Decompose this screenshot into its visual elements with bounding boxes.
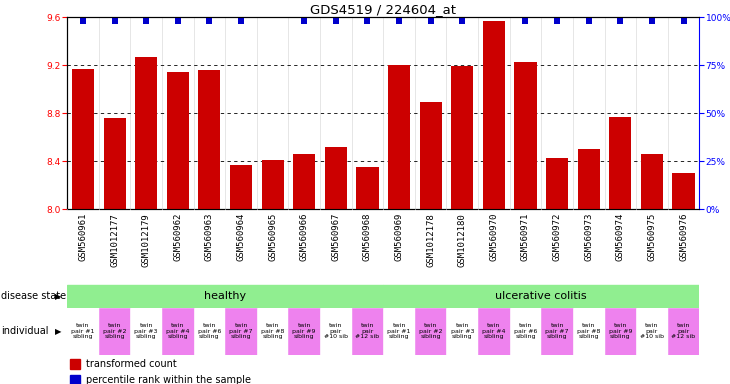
Bar	[478, 308, 510, 355]
Text: twin
pair #2
sibling: twin pair #2 sibling	[419, 323, 442, 339]
FancyBboxPatch shape	[383, 285, 699, 307]
Text: twin
pair #4
sibling: twin pair #4 sibling	[166, 323, 190, 339]
Bar	[420, 103, 442, 209]
Bar	[451, 66, 473, 209]
Text: twin
pair
#10 sib: twin pair #10 sib	[640, 323, 664, 339]
Bar	[199, 70, 220, 209]
Text: GSM560967: GSM560967	[331, 213, 340, 262]
Text: twin
pair #2
sibling: twin pair #2 sibling	[103, 323, 126, 339]
Text: twin
pair #7
sibling: twin pair #7 sibling	[545, 323, 569, 339]
Bar	[447, 308, 478, 355]
Bar	[325, 147, 347, 209]
Text: GSM560961: GSM560961	[78, 213, 88, 262]
Text: twin
pair #9
sibling: twin pair #9 sibling	[293, 323, 316, 339]
Bar	[230, 165, 252, 209]
Text: GSM560964: GSM560964	[237, 213, 245, 262]
Bar	[67, 308, 99, 355]
Bar	[99, 308, 131, 355]
Text: individual: individual	[1, 326, 48, 336]
Text: twin
pair #4
sibling: twin pair #4 sibling	[482, 323, 506, 339]
Text: ulcerative colitis: ulcerative colitis	[496, 291, 587, 301]
Text: twin
pair #3
sibling: twin pair #3 sibling	[134, 323, 158, 339]
Bar	[415, 308, 447, 355]
Text: twin
pair #9
sibling: twin pair #9 sibling	[609, 323, 632, 339]
Text: twin
pair
#12 sib: twin pair #12 sib	[672, 323, 696, 339]
Text: GSM1012178: GSM1012178	[426, 213, 435, 267]
Text: twin
pair
#12 sib: twin pair #12 sib	[356, 323, 380, 339]
Bar	[70, 359, 80, 369]
Text: twin
pair #1
sibling: twin pair #1 sibling	[388, 323, 411, 339]
Text: transformed count: transformed count	[86, 359, 177, 369]
Text: GSM1012177: GSM1012177	[110, 213, 119, 267]
Bar	[541, 308, 573, 355]
Bar	[515, 62, 537, 209]
Bar	[261, 160, 284, 209]
Text: healthy: healthy	[204, 291, 246, 301]
Bar	[72, 69, 94, 209]
Bar	[131, 308, 162, 355]
Bar	[546, 158, 568, 209]
Bar	[70, 375, 80, 384]
Text: twin
pair #8
sibling: twin pair #8 sibling	[577, 323, 600, 339]
Text: GSM560965: GSM560965	[268, 213, 277, 262]
Bar	[135, 57, 157, 209]
Text: GSM560976: GSM560976	[679, 213, 688, 262]
Bar	[672, 173, 695, 209]
Bar	[577, 149, 600, 209]
Text: twin
pair #7
sibling: twin pair #7 sibling	[229, 323, 253, 339]
Text: ▶: ▶	[55, 327, 61, 336]
Text: twin
pair #1
sibling: twin pair #1 sibling	[72, 323, 95, 339]
Text: GSM560966: GSM560966	[300, 213, 309, 262]
Text: GSM560971: GSM560971	[521, 213, 530, 262]
FancyBboxPatch shape	[67, 285, 383, 307]
Text: GSM560963: GSM560963	[205, 213, 214, 262]
Bar	[383, 308, 415, 355]
Bar	[257, 308, 288, 355]
Text: GSM560969: GSM560969	[394, 213, 404, 262]
Bar	[641, 154, 663, 209]
Bar	[610, 117, 631, 209]
Text: GSM560970: GSM560970	[489, 213, 499, 262]
Bar	[483, 21, 505, 209]
Text: twin
pair #6
sibling: twin pair #6 sibling	[198, 323, 221, 339]
Title: GDS4519 / 224604_at: GDS4519 / 224604_at	[310, 3, 456, 16]
Bar	[162, 308, 193, 355]
Text: GSM560974: GSM560974	[616, 213, 625, 262]
Text: GSM560973: GSM560973	[584, 213, 593, 262]
Text: percentile rank within the sample: percentile rank within the sample	[86, 375, 251, 384]
Text: GSM560972: GSM560972	[553, 213, 561, 262]
Bar	[388, 65, 410, 209]
Bar	[356, 167, 379, 209]
Bar	[573, 308, 604, 355]
Bar	[510, 308, 541, 355]
Bar	[320, 308, 352, 355]
Bar	[104, 118, 126, 209]
Text: GSM560968: GSM560968	[363, 213, 372, 262]
Bar	[668, 308, 699, 355]
Text: twin
pair #3
sibling: twin pair #3 sibling	[450, 323, 474, 339]
Text: GSM1012179: GSM1012179	[142, 213, 150, 267]
Text: GSM560962: GSM560962	[173, 213, 182, 262]
Bar	[166, 73, 189, 209]
Bar	[288, 308, 320, 355]
Text: disease state: disease state	[1, 291, 66, 301]
Bar	[225, 308, 257, 355]
Text: twin
pair
#10 sib: twin pair #10 sib	[324, 323, 347, 339]
Text: GSM1012180: GSM1012180	[458, 213, 466, 267]
Text: twin
pair #6
sibling: twin pair #6 sibling	[514, 323, 537, 339]
Text: ▶: ▶	[55, 291, 61, 301]
Text: twin
pair #8
sibling: twin pair #8 sibling	[261, 323, 284, 339]
Bar	[293, 154, 315, 209]
Bar	[636, 308, 668, 355]
Bar	[352, 308, 383, 355]
Bar	[193, 308, 225, 355]
Bar	[604, 308, 636, 355]
Text: GSM560975: GSM560975	[648, 213, 656, 262]
